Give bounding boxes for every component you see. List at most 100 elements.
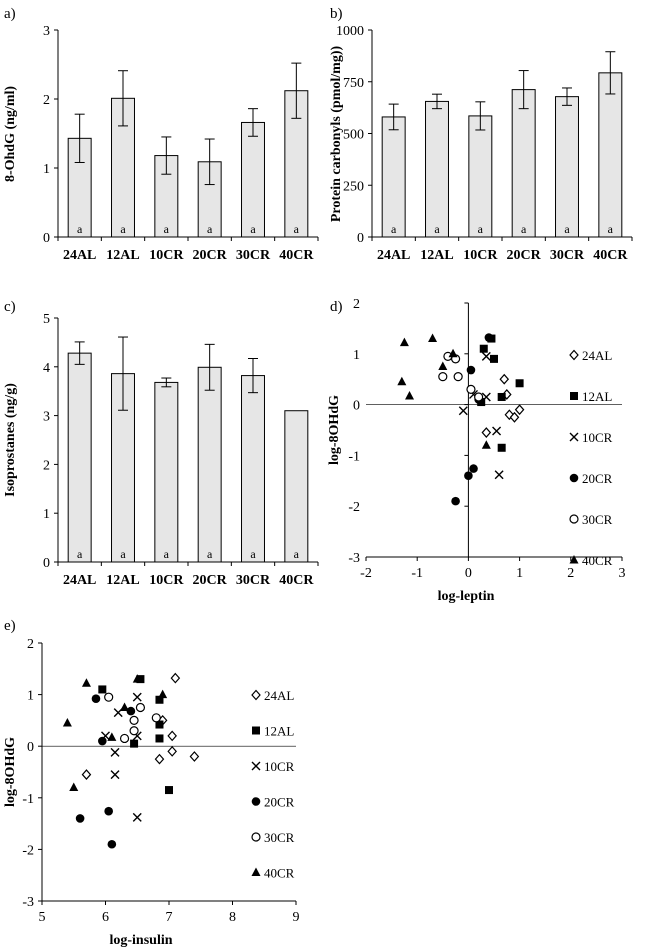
bar bbox=[241, 375, 265, 563]
y-axis-title: Protein carbonyls (pmol/mg)) bbox=[329, 46, 344, 223]
series-10cr bbox=[101, 692, 261, 822]
series-40cr bbox=[62, 674, 261, 876]
x-category-label: 12AL bbox=[106, 248, 139, 263]
point-40cr bbox=[405, 390, 415, 400]
point-10cr bbox=[492, 426, 502, 436]
point-10cr bbox=[458, 406, 468, 416]
point-30cr bbox=[129, 715, 139, 726]
point-30cr bbox=[129, 726, 139, 736]
bar-significance-label: a bbox=[250, 222, 256, 236]
legend-label: 20CR bbox=[582, 471, 613, 486]
point-24al bbox=[167, 745, 177, 757]
y-tick-label: 5 bbox=[43, 312, 50, 327]
bar bbox=[468, 115, 493, 238]
point-24al bbox=[481, 427, 492, 438]
point-40cr bbox=[397, 376, 407, 386]
y-tick-label: -2 bbox=[22, 843, 34, 858]
bar bbox=[598, 72, 623, 238]
bar bbox=[425, 100, 449, 238]
bar-significance-label: a bbox=[77, 222, 83, 236]
point-10cr bbox=[494, 470, 504, 480]
panel-label: c) bbox=[4, 299, 16, 315]
x-tick-label: 1 bbox=[516, 566, 523, 581]
y-tick-label: 2 bbox=[43, 458, 50, 473]
x-category-label: 12AL bbox=[106, 573, 139, 588]
legend-label: 10CR bbox=[582, 430, 613, 445]
point-20cr bbox=[107, 839, 117, 849]
point-12al bbox=[479, 344, 488, 353]
bar-significance-label: a bbox=[391, 222, 397, 236]
legend-label: 30CR bbox=[582, 512, 613, 527]
y-tick-label: 500 bbox=[343, 128, 364, 143]
point-30cr bbox=[104, 692, 114, 702]
y-tick-label: -3 bbox=[22, 895, 34, 910]
x-tick-label: 3 bbox=[619, 566, 626, 581]
y-axis-title: log-8OHdG bbox=[3, 737, 18, 807]
series-40cr bbox=[397, 333, 579, 564]
x-tick-label: 8 bbox=[229, 910, 236, 925]
point-30cr bbox=[135, 702, 146, 713]
point-10cr bbox=[481, 392, 491, 402]
point-12al bbox=[497, 392, 506, 401]
series-20cr bbox=[451, 333, 579, 506]
y-tick-label: 1 bbox=[27, 689, 34, 704]
point-40cr bbox=[438, 361, 448, 370]
bar-significance-label: a bbox=[608, 222, 614, 236]
y-tick-label: -3 bbox=[348, 551, 360, 566]
point-40cr bbox=[481, 440, 491, 449]
legend-label: 10CR bbox=[264, 759, 295, 774]
point-24al bbox=[251, 689, 261, 701]
x-category-label: 10CR bbox=[463, 248, 498, 263]
x-category-label: 30CR bbox=[236, 248, 271, 263]
point-12al bbox=[130, 739, 139, 748]
series-10cr bbox=[458, 351, 579, 480]
y-tick-label: 3 bbox=[43, 410, 50, 425]
bar bbox=[154, 381, 179, 563]
point-10cr bbox=[132, 812, 142, 822]
point-20cr bbox=[98, 736, 107, 746]
y-tick-label: 0 bbox=[27, 740, 34, 755]
point-24al bbox=[509, 411, 520, 423]
y-tick-label: -2 bbox=[348, 500, 360, 515]
x-tick-label: 7 bbox=[166, 910, 173, 925]
bar-significance-label: a bbox=[207, 547, 213, 561]
point-40cr bbox=[81, 678, 91, 687]
y-tick-label: 1 bbox=[43, 162, 50, 177]
point-40cr bbox=[132, 674, 142, 683]
point-24al bbox=[569, 349, 579, 361]
panel-label: d) bbox=[330, 299, 343, 315]
y-tick-label: 0 bbox=[353, 399, 360, 414]
legend-label: 40CR bbox=[582, 553, 613, 568]
y-axis-title: 8-OhdG (ng/ml) bbox=[3, 86, 18, 182]
y-tick-label: 1000 bbox=[336, 24, 364, 39]
point-24al bbox=[499, 373, 510, 385]
y-tick-label: 2 bbox=[27, 637, 34, 652]
bar-significance-label: a bbox=[77, 547, 83, 561]
x-category-label: 20CR bbox=[193, 248, 228, 263]
legend-label: 20CR bbox=[264, 795, 295, 810]
series-12al bbox=[477, 334, 578, 452]
bar-significance-label: a bbox=[294, 547, 300, 561]
point-12al bbox=[252, 726, 260, 735]
legend-label: 24AL bbox=[582, 348, 612, 363]
y-tick-label: 2 bbox=[353, 297, 360, 312]
series-24al bbox=[481, 349, 579, 438]
y-tick-label: 3 bbox=[43, 24, 50, 39]
legend-label: 12AL bbox=[264, 724, 294, 739]
x-category-label: 10CR bbox=[149, 248, 184, 263]
panel-label: b) bbox=[330, 6, 343, 22]
bar-significance-label: a bbox=[164, 547, 170, 561]
x-category-label: 24AL bbox=[63, 248, 96, 263]
point-24al bbox=[170, 672, 181, 684]
x-tick-label: 0 bbox=[465, 566, 472, 581]
y-tick-label: 1 bbox=[353, 348, 360, 363]
x-category-label: 12AL bbox=[420, 248, 453, 263]
x-category-label: 10CR bbox=[149, 573, 184, 588]
y-tick-label: -1 bbox=[348, 449, 360, 464]
series-30cr bbox=[438, 351, 579, 524]
point-20cr bbox=[451, 496, 460, 506]
y-tick-label: 750 bbox=[343, 76, 364, 91]
bar-significance-label: a bbox=[120, 547, 126, 561]
bar-significance-label: a bbox=[294, 222, 300, 236]
bar bbox=[67, 352, 92, 563]
